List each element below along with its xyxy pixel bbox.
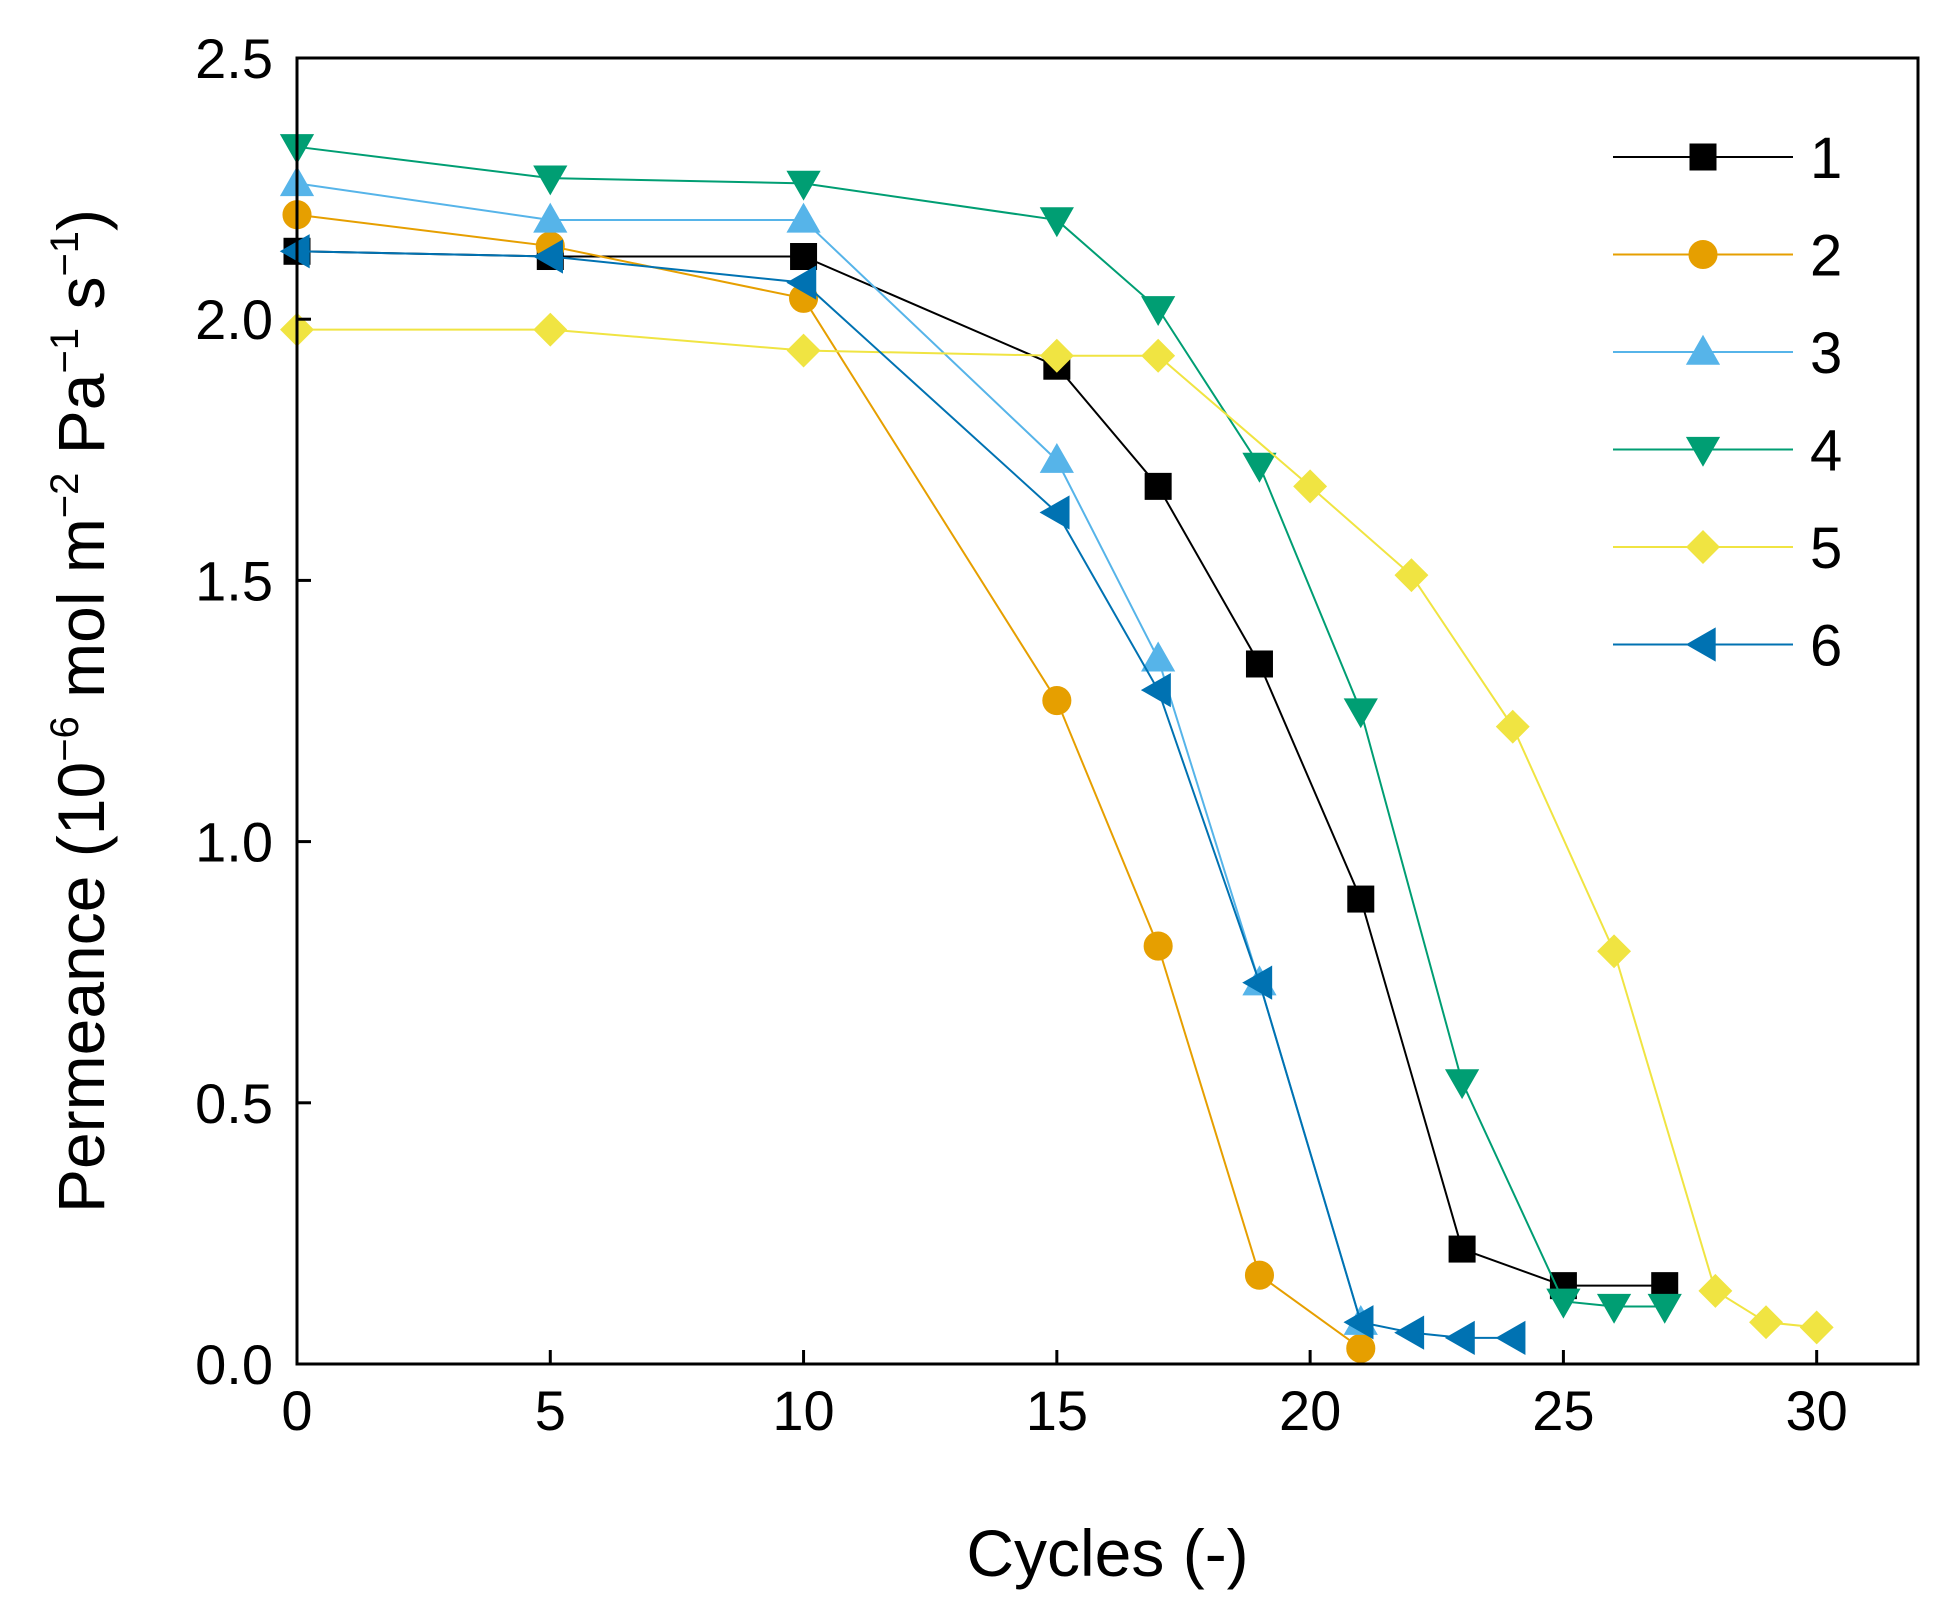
series-6-point — [1394, 1315, 1425, 1350]
axis-ticks: 0 5 10 15 20 25 300.00.51.01.52.02.5 — [195, 27, 1848, 1442]
series-1-point — [1347, 885, 1375, 913]
legend-item-4: 4 — [1613, 419, 1842, 484]
x-tick-label: 30 — [1786, 1379, 1848, 1442]
y-axis-title-end: ) — [44, 209, 118, 231]
y-axis-title-main: Permeance (10 — [44, 762, 118, 1213]
series-3-point — [533, 202, 568, 233]
y-tick-label: 2.5 — [195, 27, 273, 90]
series-5-point — [1141, 338, 1176, 373]
series-6-point — [1039, 495, 1070, 530]
series-1-point — [1245, 650, 1273, 678]
legend-item-3: 3 — [1613, 321, 1842, 386]
series-2-point — [1244, 1260, 1275, 1290]
x-axis-title: Cycles (-) — [966, 1516, 1248, 1590]
series-4 — [279, 134, 1682, 1324]
y-axis-title: Permeance (10−6 mol m−2 Pa−1 s−1) — [43, 209, 118, 1213]
series-6-point — [1444, 1320, 1475, 1355]
series-4-point — [1343, 698, 1378, 729]
legend-marker — [1685, 334, 1721, 365]
series-6 — [279, 234, 1526, 1355]
legend-label: 5 — [1810, 516, 1842, 581]
legend-item-6: 6 — [1613, 614, 1842, 679]
series-4-point — [1039, 207, 1074, 238]
legend-marker — [1685, 436, 1721, 467]
legend-label: 6 — [1810, 614, 1842, 679]
series-5-point — [1749, 1305, 1783, 1340]
legend-label: 3 — [1810, 321, 1842, 386]
x-tick-label: 25 — [1532, 1379, 1594, 1442]
series-5-point — [786, 333, 821, 368]
legend-marker — [1688, 239, 1718, 270]
series-2-point — [1346, 1333, 1376, 1363]
series-6-point — [533, 239, 563, 274]
series-2-point — [1143, 931, 1173, 961]
series-1-line — [296, 250, 1665, 1287]
x-tick-label: 5 — [535, 1379, 566, 1442]
x-tick-label: 10 — [772, 1379, 834, 1442]
series-1-point — [1448, 1235, 1476, 1263]
series-6-line — [296, 250, 1513, 1339]
series-layer — [279, 134, 1834, 1363]
y-axis-title-mid1: mol m — [44, 518, 118, 716]
y-tick-label: 0.0 — [195, 1333, 273, 1396]
y-tick-label: 2.0 — [195, 288, 273, 351]
y-tick-label: 0.5 — [195, 1072, 273, 1135]
series-3-point — [1141, 641, 1176, 672]
legend-item-1: 1 — [1613, 126, 1842, 191]
y-axis-title-mid3: s — [44, 277, 118, 328]
x-tick-label: 15 — [1026, 1379, 1088, 1442]
series-6-point — [786, 265, 817, 300]
series-6-point — [1140, 672, 1171, 708]
series-5-point — [1799, 1310, 1834, 1345]
legend-marker — [1685, 627, 1716, 662]
series-3-point — [1039, 442, 1074, 473]
series-4-point — [1596, 1293, 1632, 1324]
series-6-point — [1343, 1305, 1374, 1340]
series-5-point — [1495, 709, 1530, 744]
legend-label: 2 — [1810, 224, 1842, 289]
plot-frame — [295, 56, 1920, 1366]
legend-item-2: 2 — [1613, 224, 1842, 289]
legend-label: 4 — [1810, 419, 1842, 484]
series-4-point — [786, 170, 821, 201]
series-4-point — [1647, 1293, 1682, 1324]
y-tick-label: 1.5 — [195, 549, 273, 612]
x-tick-label: 0 — [281, 1379, 312, 1442]
series-6-point — [1495, 1320, 1526, 1355]
series-2-point — [1042, 686, 1072, 716]
series-5-point — [1698, 1273, 1733, 1308]
series-5-point — [533, 312, 568, 347]
series-4-point — [533, 165, 568, 196]
legend: 1 2 3 4 5 6 — [1613, 126, 1842, 679]
series-5 — [280, 312, 1834, 1345]
series-4-point — [1242, 452, 1277, 483]
series-4-point — [1444, 1069, 1480, 1100]
series-1-point — [1144, 472, 1172, 500]
series-4-point — [1546, 1288, 1581, 1319]
y-axis-title-mid2: Pa — [44, 373, 118, 472]
series-2 — [282, 200, 1376, 1363]
y-axis-title-exp1: −6 — [43, 716, 87, 762]
legend-item-5: 5 — [1613, 516, 1842, 581]
legend-label: 1 — [1810, 126, 1842, 191]
series-5-point — [1039, 338, 1074, 373]
y-tick-label: 1.0 — [195, 811, 273, 874]
series-6-point — [279, 234, 310, 269]
series-1-point — [790, 243, 818, 271]
y-axis-title-exp4: −1 — [43, 231, 87, 277]
y-axis-title-exp2: −2 — [43, 473, 87, 519]
series-5-point — [1293, 469, 1328, 504]
series-5-point — [1394, 558, 1429, 593]
y-axis-title-exp3: −1 — [43, 328, 87, 374]
x-tick-label: 20 — [1279, 1379, 1341, 1442]
legend-marker — [1689, 143, 1717, 171]
legend-marker — [1686, 530, 1720, 564]
series-5-point — [1597, 934, 1632, 969]
series-6-point — [1242, 965, 1273, 1000]
series-3-point — [786, 202, 821, 233]
series-4-point — [1141, 296, 1176, 327]
